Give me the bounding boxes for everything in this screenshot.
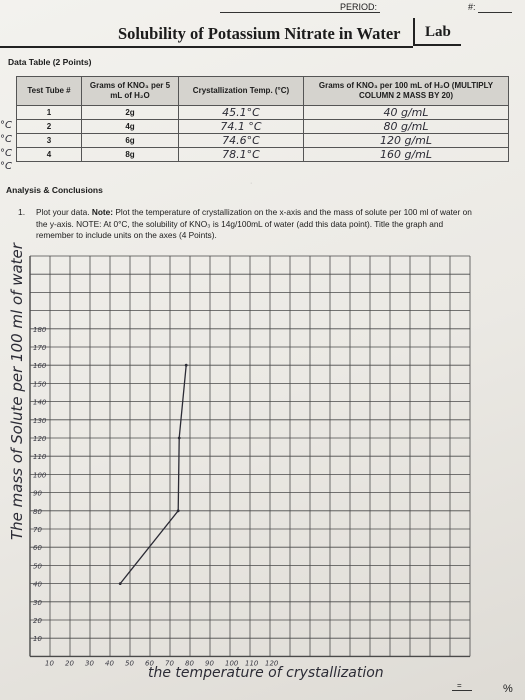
question-body: Plot the temperature of crystallization … bbox=[36, 207, 472, 240]
question-number: 1. bbox=[18, 207, 26, 217]
cell-tube: 3 bbox=[16, 133, 82, 148]
y-tick-label: 170 bbox=[33, 344, 47, 352]
data-table-label: Data Table (2 Points) bbox=[8, 57, 92, 67]
y-tick-label: 90 bbox=[33, 490, 42, 498]
cell-per100[interactable]: 40 g/mL bbox=[303, 105, 509, 120]
margin-note: °C bbox=[0, 161, 12, 172]
margin-note: °C bbox=[0, 134, 12, 145]
name-line bbox=[220, 12, 380, 13]
y-tick-label: 40 bbox=[33, 581, 42, 589]
x-tick-label: 90 bbox=[205, 659, 214, 667]
table-row: 1 2g 45.1°C 40 g/mL bbox=[16, 105, 509, 120]
table-row: 4 8g 78.1°C 160 g/mL bbox=[16, 147, 509, 162]
x-tick-label: 110 bbox=[245, 659, 259, 667]
data-point bbox=[177, 436, 181, 440]
lab-label: Lab bbox=[413, 18, 461, 46]
y-axis-label: The mass of Solute per 100 ml of water bbox=[8, 242, 26, 540]
stray-mark: · bbox=[250, 180, 253, 187]
y-tick-label: 80 bbox=[33, 508, 42, 516]
question-text: Plot your data. Note: Plot the temperatu… bbox=[36, 207, 476, 242]
number-line bbox=[478, 12, 512, 13]
y-tick-label: 20 bbox=[33, 617, 42, 625]
y-tick-label: 50 bbox=[33, 562, 42, 570]
cell-grams: 6g bbox=[81, 133, 179, 148]
cell-per100[interactable]: 120 g/mL bbox=[303, 133, 509, 148]
question-intro: Plot your data. bbox=[36, 207, 90, 217]
y-tick-label: 60 bbox=[33, 544, 42, 552]
y-tick-label: 130 bbox=[33, 417, 47, 425]
x-tick-label: 10 bbox=[45, 659, 54, 667]
data-point bbox=[184, 363, 188, 367]
cell-temp[interactable]: 45.1°C bbox=[178, 105, 304, 120]
y-tick-label: 70 bbox=[33, 526, 42, 534]
cell-grams: 4g bbox=[81, 119, 179, 134]
cell-grams: 8g bbox=[81, 147, 179, 162]
title-rule bbox=[0, 46, 413, 48]
page-title: Solubility of Potassium Nitrate in Water bbox=[118, 24, 401, 43]
graph-grid bbox=[29, 255, 471, 658]
period-label: PERIOD: bbox=[340, 2, 378, 12]
data-point bbox=[176, 509, 180, 513]
analysis-heading: Analysis & Conclusions bbox=[6, 185, 103, 195]
x-tick-label: 120 bbox=[265, 659, 279, 667]
y-tick-label: 120 bbox=[33, 435, 47, 443]
cell-temp[interactable]: 78.1°C bbox=[178, 147, 304, 162]
y-tick-label: 160 bbox=[33, 362, 47, 370]
y-tick-label: 10 bbox=[33, 635, 42, 643]
table-header-row: Test Tube # Grams of KNO₃ per 5 mL of H₂… bbox=[16, 76, 509, 106]
table-row: 2 4g 74.1 °C 80 g/mL bbox=[16, 119, 509, 134]
x-tick-label: 40 bbox=[105, 659, 114, 667]
cell-tube: 4 bbox=[16, 147, 82, 162]
margin-note: °C bbox=[0, 148, 12, 159]
x-tick-label: 30 bbox=[85, 659, 94, 667]
x-tick-label: 100 bbox=[225, 659, 239, 667]
y-tick-label: 110 bbox=[33, 453, 47, 461]
score-blank bbox=[452, 690, 472, 691]
cell-tube: 2 bbox=[16, 119, 82, 134]
x-tick-label: 60 bbox=[145, 659, 154, 667]
score-percent: % bbox=[503, 683, 513, 695]
graph-area[interactable]: 10 20 30 40 50 60 70 80 90 100 110 120 130 140 150 160 1… bbox=[0, 240, 525, 700]
x-tick-labels: 10 20 30 40 50 60 70 80 90 100 110 120 bbox=[45, 659, 279, 667]
margin-note: °C bbox=[0, 120, 12, 131]
col-crystallization-temp: Crystallization Temp. (°C) bbox=[178, 76, 304, 106]
cell-per100[interactable]: 80 g/mL bbox=[303, 119, 509, 134]
col-grams-per-100ml: Grams of KNO₃ per 100 mL of H₂O (MULTIPL… bbox=[303, 76, 509, 106]
x-tick-label: 80 bbox=[185, 659, 194, 667]
y-tick-labels: 10 20 30 40 50 60 70 80 90 100 110 120 130 140 150 160 1… bbox=[33, 326, 47, 643]
cell-per100[interactable]: 160 g/mL bbox=[303, 147, 509, 162]
table-row: 3 6g 74.6°C 120 g/mL bbox=[16, 133, 509, 148]
x-tick-label: 20 bbox=[65, 659, 74, 667]
score-equals: = bbox=[457, 681, 462, 690]
x-axis-label: the temperature of crystallization bbox=[148, 665, 384, 681]
y-tick-label: 180 bbox=[33, 326, 47, 334]
cell-temp[interactable]: 74.6°C bbox=[178, 133, 304, 148]
y-tick-label: 100 bbox=[33, 471, 47, 479]
col-grams-per-5ml: Grams of KNO₃ per 5 mL of H₂O bbox=[81, 76, 179, 106]
x-tick-label: 50 bbox=[125, 659, 134, 667]
col-test-tube: Test Tube # bbox=[16, 76, 82, 106]
cell-temp[interactable]: 74.1 °C bbox=[178, 119, 304, 134]
x-tick-label: 70 bbox=[165, 659, 174, 667]
data-point bbox=[118, 582, 122, 585]
question-note-label: Note: bbox=[91, 207, 114, 217]
y-tick-label: 140 bbox=[33, 399, 47, 407]
number-label: #: bbox=[468, 2, 476, 12]
solubility-curve bbox=[119, 365, 187, 585]
data-table: Test Tube # Grams of KNO₃ per 5 mL of H₂… bbox=[16, 76, 509, 162]
data-points bbox=[118, 363, 188, 585]
y-tick-label: 30 bbox=[33, 599, 42, 607]
y-tick-label: 150 bbox=[33, 380, 47, 388]
cell-grams: 2g bbox=[81, 105, 179, 120]
cell-tube: 1 bbox=[16, 105, 82, 120]
